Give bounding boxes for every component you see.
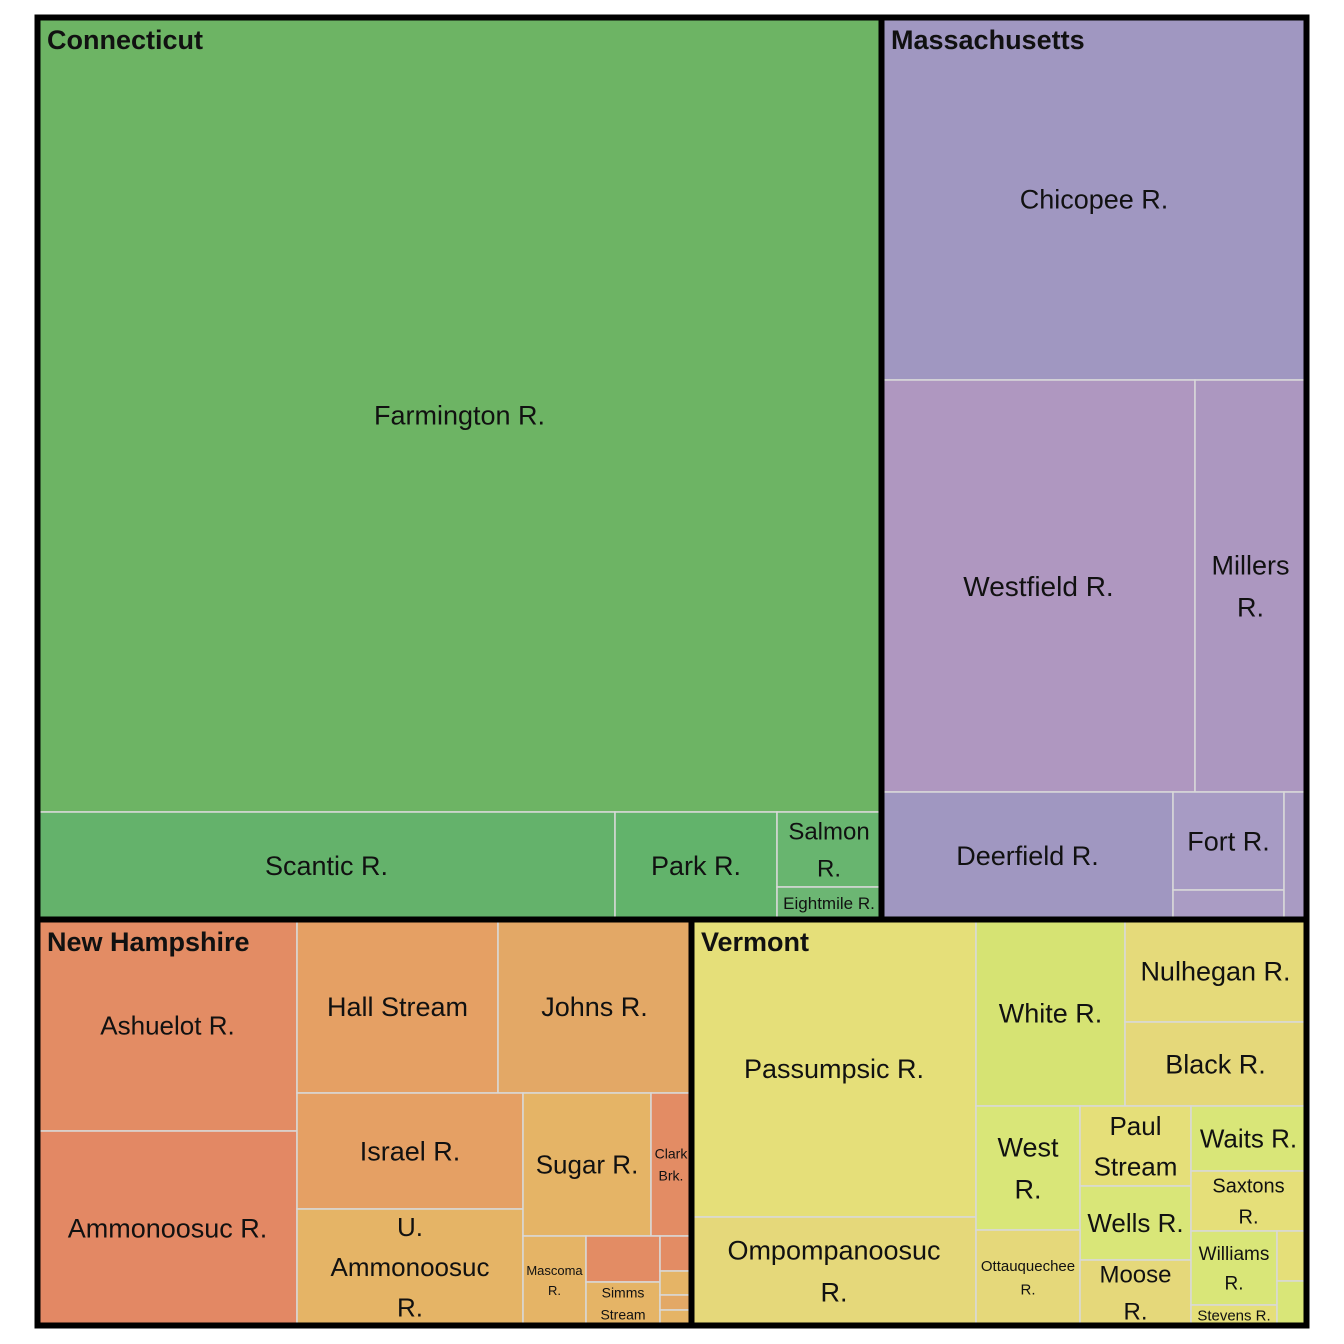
tile-scantic-r: [37, 811, 616, 920]
treemap-frame: [34, 14, 1310, 1329]
tile-moose-r: [1079, 1259, 1192, 1326]
tile-label-chicopee-r: Chicopee R.: [1020, 184, 1169, 214]
tile-white-r: [975, 919, 1126, 1107]
tile-label-u-ammonoosuc-r: U. Ammonoosuc R.: [331, 1212, 490, 1323]
tile-ompompanoosuc-r: [691, 1216, 977, 1326]
tile-label-ompompanoosuc-r: Ompompanoosuc R.: [727, 1236, 940, 1308]
tile-park-r: [614, 811, 778, 920]
tile-farmington-r: [37, 17, 882, 813]
tile-clark-brk: [650, 1092, 692, 1237]
tile-label-deerfield-r: Deerfield R.: [956, 841, 1099, 871]
tile-label-farmington-r: Farmington R.: [374, 400, 545, 430]
tile-label-johns-r: Johns R.: [541, 992, 648, 1022]
tile-label-passumpsic-r: Passumpsic R.: [744, 1054, 924, 1084]
tile-black-r: [1124, 1021, 1307, 1107]
tile-tile-vermont-15: [1276, 1280, 1307, 1326]
tile-label-black-r: Black R.: [1165, 1049, 1266, 1079]
tile-fort-r: [1172, 791, 1285, 891]
tile-label-waits-r: Waits R.: [1200, 1124, 1297, 1154]
tile-label-scantic-r: Scantic R.: [265, 851, 388, 881]
tile-label-saxtons-r: Saxtons R.: [1212, 1176, 1284, 1229]
tile-tile-new-hampshire-9: [585, 1235, 661, 1283]
tile-west-r: [975, 1105, 1081, 1231]
tile-wells-r: [1079, 1185, 1192, 1261]
tile-tile-vermont-14: [1276, 1230, 1307, 1282]
tile-ashuelot-r: [37, 919, 298, 1132]
tile-label-ammonoosuc-r: Ammonoosuc R.: [68, 1213, 268, 1243]
tile-label-millers-r: Millers R.: [1212, 551, 1290, 623]
tile-sugar-r: [522, 1092, 652, 1237]
tile-label-israel-r: Israel R.: [360, 1136, 461, 1166]
tile-eightmile-r: [776, 886, 882, 920]
tile-label-park-r: Park R.: [651, 851, 741, 881]
tile-ottauquechee-r: [975, 1229, 1081, 1326]
tile-westfield-r: [881, 379, 1196, 793]
tile-chicopee-r: [881, 17, 1307, 381]
tile-tile-new-hampshire-13: [659, 1294, 692, 1311]
tile-label-clark-brk: Clark Brk.: [655, 1146, 689, 1184]
group-massachusetts: Chicopee R. Westfield R. Millers R. Deerfiel…: [879, 15, 1309, 922]
tile-label-fort-r: Fort R.: [1187, 826, 1270, 856]
group-title-new-hampshire: New Hampshire: [47, 927, 250, 957]
group-title-vermont: Vermont: [701, 927, 809, 957]
group-title-connecticut: Connecticut: [47, 25, 203, 55]
tile-label-wells-r: Wells R.: [1087, 1208, 1183, 1238]
tile-label-stevens-r: Stevens R.: [1197, 1307, 1270, 1324]
tile-label-moose-r: Moose R.: [1099, 1261, 1171, 1325]
group-connecticut: Farmington R. Scantic R. Park R. Salmon R. Ei…: [35, 15, 884, 922]
tile-label-simms-stream: Simms Stream: [600, 1285, 645, 1323]
tile-tile-new-hampshire-12: [659, 1270, 692, 1296]
tile-label-ottauquechee-r: Ottauquechee R.: [981, 1258, 1075, 1298]
tile-label-nulhegan-r: Nulhegan R.: [1140, 956, 1290, 986]
tile-tile-massachusetts-6: [1283, 791, 1307, 920]
tile-label-salmon-r: Salmon R.: [788, 818, 869, 882]
tile-label-westfield-r: Westfield R.: [963, 571, 1113, 602]
tile-label-paul-stream: Paul Stream: [1094, 1111, 1178, 1181]
tile-tile-massachusetts-5: [1172, 889, 1285, 920]
tile-label-williams-r: Williams R.: [1199, 1244, 1270, 1294]
tile-label-eightmile-r: Eightmile R.: [783, 894, 875, 913]
group-vermont: Passumpsic R. Ompompanoosuc R. White R. Nulh…: [689, 917, 1309, 1328]
tile-label-west-r: West R.: [997, 1133, 1059, 1205]
tile-label-hall-stream: Hall Stream: [327, 992, 468, 1022]
tile-mascoma-r: [522, 1235, 587, 1326]
group-new-hampshire: Ashuelot R. Ammonoosuc R. Hall Stream Johns…: [35, 917, 694, 1328]
tile-nulhegan-r: [1124, 919, 1307, 1023]
tile-label-mascoma-r: Mascoma R.: [526, 1263, 583, 1298]
tile-label-white-r: White R.: [999, 998, 1103, 1028]
tile-hall-stream: [296, 919, 499, 1094]
tile-ammonoosuc-r: [37, 1130, 298, 1326]
tile-tile-new-hampshire-11: [659, 1235, 692, 1272]
tile-u-ammonoosuc-r: [296, 1208, 524, 1326]
group-title-massachusetts: Massachusetts: [891, 25, 1085, 55]
tile-label-sugar-r: Sugar R.: [536, 1150, 639, 1180]
tile-passumpsic-r: [691, 919, 977, 1218]
tile-millers-r: [1194, 379, 1307, 793]
tile-label-ashuelot-r: Ashuelot R.: [100, 1011, 234, 1041]
